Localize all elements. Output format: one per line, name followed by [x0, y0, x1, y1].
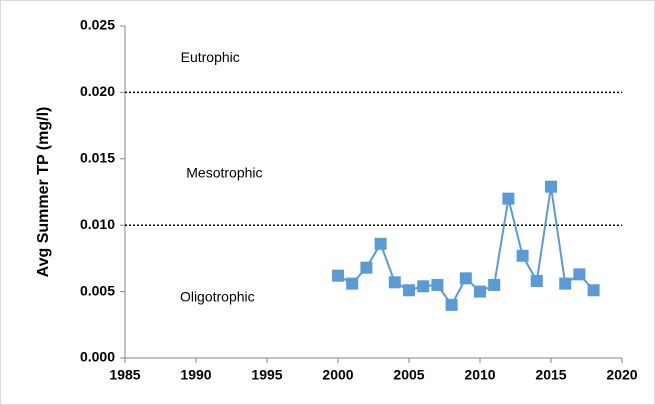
- data-marker: [587, 284, 600, 297]
- band-label: Oligotrophic: [180, 289, 255, 305]
- x-tick-label: 2005: [393, 367, 424, 383]
- x-tick-label: 1990: [180, 367, 211, 383]
- band-label: Mesotrophic: [186, 165, 262, 181]
- x-tick-label: 1995: [251, 367, 282, 383]
- data-marker: [431, 278, 444, 291]
- y-tick-label: 0.000: [80, 349, 115, 365]
- data-marker: [516, 249, 529, 262]
- data-marker: [573, 268, 586, 281]
- data-marker: [530, 274, 543, 287]
- data-marker: [459, 272, 472, 285]
- data-marker: [332, 269, 344, 282]
- x-tick-label: 2020: [606, 367, 637, 383]
- data-marker: [559, 277, 572, 290]
- data-marker: [417, 280, 430, 293]
- data-marker: [360, 261, 373, 274]
- data-marker: [545, 180, 557, 193]
- x-tick-label: 2000: [322, 367, 353, 383]
- y-axis-title: Avg Summer TP (mg/l): [35, 107, 52, 278]
- y-tick-label: 0.010: [80, 216, 115, 232]
- data-marker: [346, 277, 359, 290]
- data-marker: [488, 278, 501, 291]
- data-marker: [445, 298, 458, 311]
- data-marker: [403, 284, 415, 297]
- band-label: Eutrophic: [181, 49, 240, 65]
- data-marker: [474, 285, 486, 298]
- y-tick-label: 0.025: [80, 17, 115, 33]
- y-tick-label: 0.005: [80, 282, 115, 298]
- data-marker: [374, 237, 387, 250]
- y-tick-label: 0.020: [80, 83, 115, 99]
- data-marker: [388, 276, 401, 289]
- x-tick-label: 2010: [464, 367, 495, 383]
- x-tick-label: 2015: [535, 367, 566, 383]
- x-tick-label: 1985: [109, 367, 140, 383]
- data-marker: [502, 192, 515, 205]
- y-tick-label: 0.015: [80, 150, 115, 166]
